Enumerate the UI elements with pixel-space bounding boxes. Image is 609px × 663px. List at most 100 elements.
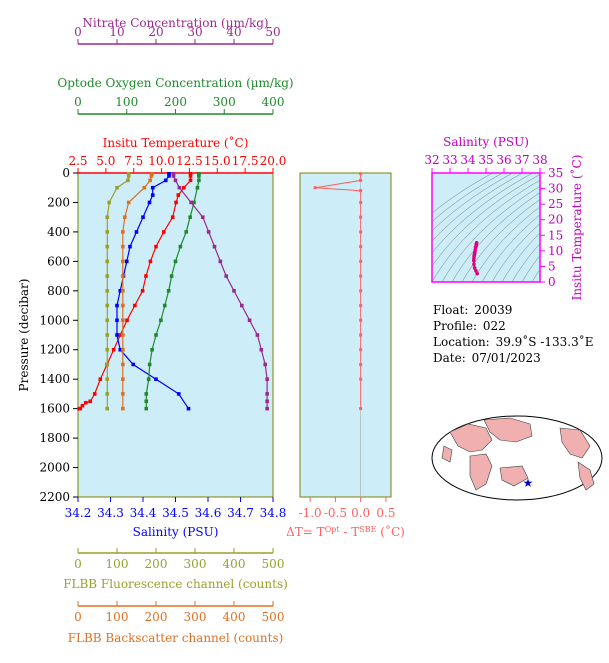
oxygen-data-point: [173, 259, 178, 264]
salinity-tick-label: 34.8: [260, 506, 287, 520]
pressure-tick-label: 800: [47, 284, 70, 298]
nitrate-data-point: [265, 377, 269, 381]
oxygen-data-point: [154, 333, 158, 337]
delta-t-line: [315, 173, 362, 409]
oxygen-data-point: [159, 318, 163, 323]
ts-density-contour: [511, 243, 540, 282]
ts-density-contour: [432, 179, 540, 282]
fluorescence-data-point: [105, 392, 110, 396]
nitrate-data-point: [265, 406, 269, 411]
ts-salinity-tick-label: 35: [478, 153, 493, 167]
backscatter-tick-label: 200: [145, 610, 168, 624]
backscatter-data-point: [121, 244, 125, 249]
temperature-data-point: [140, 289, 145, 293]
ts-density-contours: [432, 163, 609, 282]
float-info-panel: Float: 20039 Profile: 022 Location: 39.9…: [431, 302, 593, 366]
fluorescence-data-point: [105, 274, 110, 278]
pressure-tick-label: 1200: [39, 343, 70, 357]
nitrate-profile-line: [173, 173, 268, 409]
fluorescence-data-point: [105, 215, 110, 219]
nitrate-data-point: [263, 362, 267, 367]
delta-t-data-point: [359, 230, 363, 234]
ts-salinity-axis-title: Salinity (PSU): [443, 135, 529, 149]
oxygen-tick-label: 100: [115, 95, 138, 109]
delta-t-data-point: [359, 289, 363, 293]
pressure-tick-label: 2200: [39, 490, 70, 504]
nitrate-data-point: [189, 200, 193, 205]
location-label: Location:: [433, 335, 490, 349]
backscatter-tick-label: 400: [223, 610, 246, 624]
fluorescence-tick-label: 0: [74, 557, 82, 571]
salinity-axis-title: Salinity (PSU): [133, 525, 219, 539]
oxygen-data-point: [184, 230, 189, 234]
oxygen-tick-label: 300: [213, 95, 236, 109]
ts-density-contour: [582, 163, 609, 282]
fluorescence-data-point: [126, 174, 131, 178]
backscatter-data-point: [150, 171, 154, 176]
ts-temperature-tick-label: 0: [548, 275, 556, 289]
backscatter-data-point: [148, 178, 152, 183]
temperature-data-point: [188, 171, 193, 176]
oxygen-profile-line: [145, 173, 200, 409]
nitrate-data-point: [259, 347, 264, 352]
date-label: Date:: [433, 351, 466, 365]
fluorescence-data-point: [105, 244, 110, 249]
delta-t-data-point: [359, 318, 363, 322]
fluorescence-tick-label: 200: [145, 557, 168, 571]
temperature-data-point: [118, 333, 123, 337]
map-landmass: [559, 427, 591, 459]
temperature-data-point: [84, 400, 88, 405]
delta-t-tick-label: 0.5: [376, 506, 395, 520]
temperature-data-point: [162, 230, 166, 234]
temperature-data-point: [88, 399, 93, 404]
salinity-tick-label: 34.4: [130, 506, 157, 520]
oxygen-data-point: [197, 171, 201, 176]
pressure-tick-label: 600: [47, 254, 70, 268]
backscatter-tick-label: 500: [262, 610, 285, 624]
pressure-axis-title: Pressure (decibar): [17, 279, 31, 392]
nitrate-tick-label: 0: [74, 25, 82, 39]
ts-salinity-tick-label: 32: [424, 153, 439, 167]
nitrate-data-point: [177, 185, 182, 190]
temperature-tick-label: 5.0: [96, 154, 115, 168]
nitrate-data-point: [206, 230, 211, 234]
nitrate-data-point: [265, 399, 269, 404]
ts-salinity-tick-label: 34: [460, 153, 476, 167]
ts-density-contour: [501, 232, 540, 282]
delta-t-data-point: [359, 189, 363, 193]
temperature-data-point: [182, 185, 186, 190]
salinity-tick-label: 34.7: [227, 506, 254, 520]
delta-t-data-point: [359, 377, 363, 381]
oxygen-data-point: [150, 347, 154, 352]
salinity-data-point: [154, 377, 158, 381]
temperature-data-point: [170, 215, 175, 219]
fluorescence-data-point: [105, 333, 110, 337]
backscatter-data-point: [121, 230, 125, 234]
date-value: 07/01/2023: [471, 351, 541, 365]
temperature-data-point: [92, 392, 97, 396]
salinity-tick-label: 34.2: [65, 506, 92, 520]
delta-t-tick-label: -0.5: [324, 506, 347, 520]
salinity-data-point: [118, 289, 123, 293]
ts-density-contour: [481, 214, 540, 282]
ts-temperature-tick-label: 20: [548, 213, 563, 227]
fluorescence-data-point: [105, 259, 110, 264]
nitrate-data-point: [171, 174, 176, 178]
temperature-data-point: [148, 259, 153, 264]
delta-t-data-point: [359, 274, 363, 278]
nitrate-data-point: [247, 318, 252, 323]
map-landmass: [441, 445, 453, 463]
fluorescence-data-point: [105, 289, 110, 293]
nitrate-data-point: [201, 215, 205, 219]
ts-temperature-tick-label: 25: [548, 197, 563, 211]
ts-salinity-tick-label: 38: [532, 153, 547, 167]
ts-density-contour: [432, 173, 524, 242]
backscatter-data-point: [121, 259, 125, 264]
ts-density-contour: [432, 173, 504, 223]
delta-t-data-point: [359, 304, 363, 308]
ts-salinity-tick-label: 33: [442, 153, 457, 167]
temperature-tick-label: 7.5: [124, 154, 143, 168]
nitrate-data-point: [232, 289, 236, 293]
ts-density-contour: [521, 255, 540, 282]
